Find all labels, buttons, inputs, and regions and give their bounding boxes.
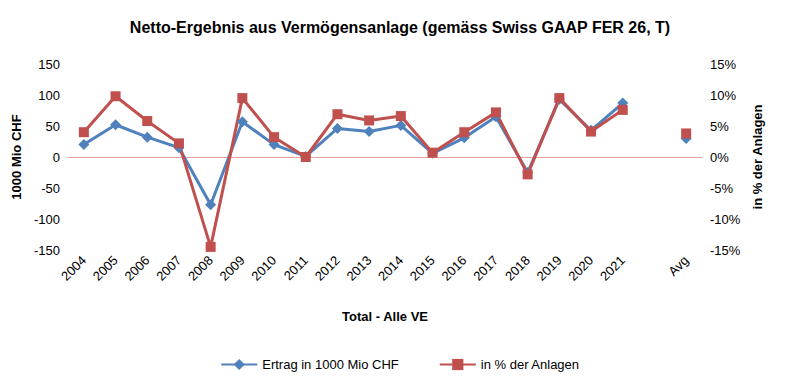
- svg-text:in % der Anlagen: in % der Anlagen: [750, 104, 765, 209]
- svg-text:2006: 2006: [122, 253, 153, 284]
- svg-text:Netto-Ergebnis aus Vermögensan: Netto-Ergebnis aus Vermögensanlage (gemä…: [130, 19, 670, 36]
- svg-text:2016: 2016: [439, 253, 470, 284]
- svg-text:-150: -150: [34, 243, 60, 258]
- svg-text:0: 0: [53, 150, 60, 165]
- svg-text:-50: -50: [41, 181, 60, 196]
- svg-text:in % der Anlagen: in % der Anlagen: [481, 357, 579, 372]
- svg-text:10%: 10%: [710, 88, 736, 103]
- svg-text:2018: 2018: [502, 253, 533, 284]
- svg-text:2020: 2020: [565, 253, 596, 284]
- svg-text:50: 50: [46, 119, 60, 134]
- svg-text:2021: 2021: [597, 253, 628, 284]
- svg-text:2010: 2010: [248, 253, 279, 284]
- svg-text:-15%: -15%: [710, 243, 741, 258]
- svg-text:2007: 2007: [153, 253, 184, 284]
- svg-text:-10%: -10%: [710, 212, 741, 227]
- svg-text:2015: 2015: [407, 253, 438, 284]
- svg-text:1000 Mio CHF: 1000 Mio CHF: [9, 114, 24, 199]
- svg-text:-100: -100: [34, 212, 60, 227]
- svg-text:-5%: -5%: [710, 181, 734, 196]
- svg-text:2012: 2012: [312, 253, 343, 284]
- svg-text:2009: 2009: [217, 253, 248, 284]
- svg-text:2013: 2013: [343, 253, 374, 284]
- svg-text:150: 150: [38, 57, 60, 72]
- svg-text:2011: 2011: [281, 253, 311, 283]
- svg-text:Ertrag in 1000 Mio CHF: Ertrag in 1000 Mio CHF: [262, 357, 399, 372]
- svg-text:2008: 2008: [185, 253, 216, 284]
- svg-text:5%: 5%: [710, 119, 729, 134]
- svg-text:Avg: Avg: [665, 253, 691, 279]
- svg-text:0%: 0%: [710, 150, 729, 165]
- svg-text:15%: 15%: [710, 57, 736, 72]
- svg-text:2005: 2005: [90, 253, 121, 284]
- svg-text:100: 100: [38, 88, 60, 103]
- svg-text:2014: 2014: [375, 253, 406, 284]
- svg-text:2019: 2019: [534, 253, 565, 284]
- svg-text:Total - Alle VE: Total - Alle VE: [342, 309, 428, 324]
- svg-text:2004: 2004: [58, 253, 89, 284]
- svg-text:2017: 2017: [470, 253, 501, 284]
